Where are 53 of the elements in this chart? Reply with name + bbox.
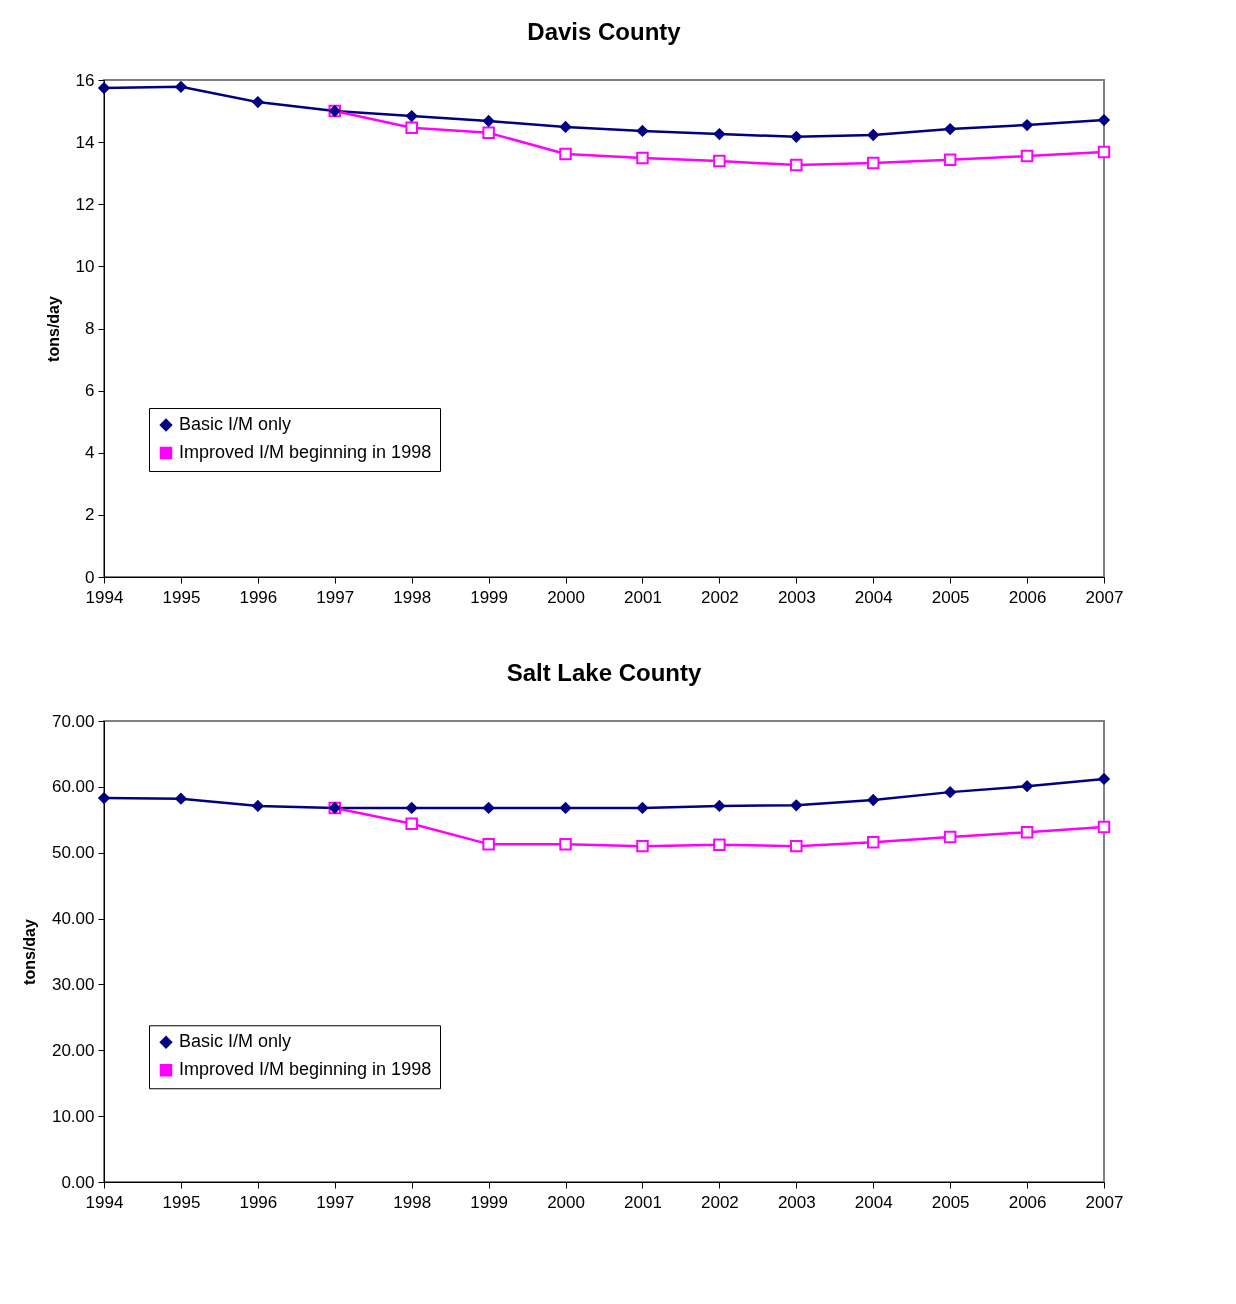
x-tick-label: 2001 [624,1192,662,1212]
x-tick-label: 2005 [931,1192,970,1212]
x-tick-label: 2002 [700,587,739,607]
y-tick-label: 30.00 [51,974,95,994]
y-tick-label: 12 [75,194,95,214]
x-tick-label: 2003 [777,587,816,607]
y-tick-label: 16 [75,70,95,90]
x-tick-label: 2006 [1008,587,1047,607]
y-axis-title: tons/day [20,919,38,985]
chart-title: Salt Lake County [506,659,702,686]
y-tick-label: 10.00 [51,1106,95,1126]
x-tick-label: 1998 [393,587,432,607]
x-tick-label: 2004 [854,1192,893,1212]
x-tick-label: 1996 [239,1192,278,1212]
x-tick-label: 1995 [162,587,201,607]
y-tick-label: 8 [85,319,95,338]
y-tick-label: 0.00 [61,1172,95,1192]
legend-label: Basic I/M only [179,1031,292,1052]
x-tick-label: 1999 [470,587,509,607]
x-tick-label: 2002 [700,1192,739,1212]
legend-label: Improved I/M beginning in 1998 [179,1059,432,1080]
x-tick-label: 1997 [316,587,355,607]
y-tick-label: 20.00 [51,1040,95,1060]
x-tick-label: 2000 [547,587,585,607]
y-tick-label: 0 [85,567,95,587]
y-tick-label: 14 [75,132,95,152]
y-tick-label: 2 [85,505,95,525]
y-tick-label: 70.00 [51,711,95,731]
x-tick-label: 2007 [1085,1192,1124,1212]
y-axis-title: tons/day [44,296,62,362]
y-tick-label: 50.00 [51,843,95,863]
x-tick-label: 2005 [931,587,970,607]
x-tick-label: 2001 [624,587,662,607]
x-tick-label: 1995 [162,1192,201,1212]
x-tick-label: 2000 [547,1192,585,1212]
y-tick-label: 6 [85,381,95,401]
x-tick-label: 2006 [1008,1192,1047,1212]
chart-title: Davis County [527,18,682,45]
x-tick-label: 2004 [854,587,893,607]
x-tick-label: 1996 [239,587,278,607]
legend-label: Basic I/M only [179,414,292,435]
x-tick-label: 1994 [85,1192,124,1212]
y-tick-label: 40.00 [51,909,95,929]
x-tick-label: 1998 [393,1192,432,1212]
legend-label: Improved I/M beginning in 1998 [179,442,432,463]
x-tick-label: 2003 [777,1192,816,1212]
y-tick-label: 10 [75,256,95,276]
x-tick-label: 2007 [1085,587,1124,607]
x-tick-label: 1997 [316,1192,355,1212]
x-tick-label: 1994 [85,587,124,607]
x-tick-label: 1999 [470,1192,509,1212]
y-tick-label: 60.00 [51,777,95,797]
y-tick-label: 4 [85,443,95,463]
